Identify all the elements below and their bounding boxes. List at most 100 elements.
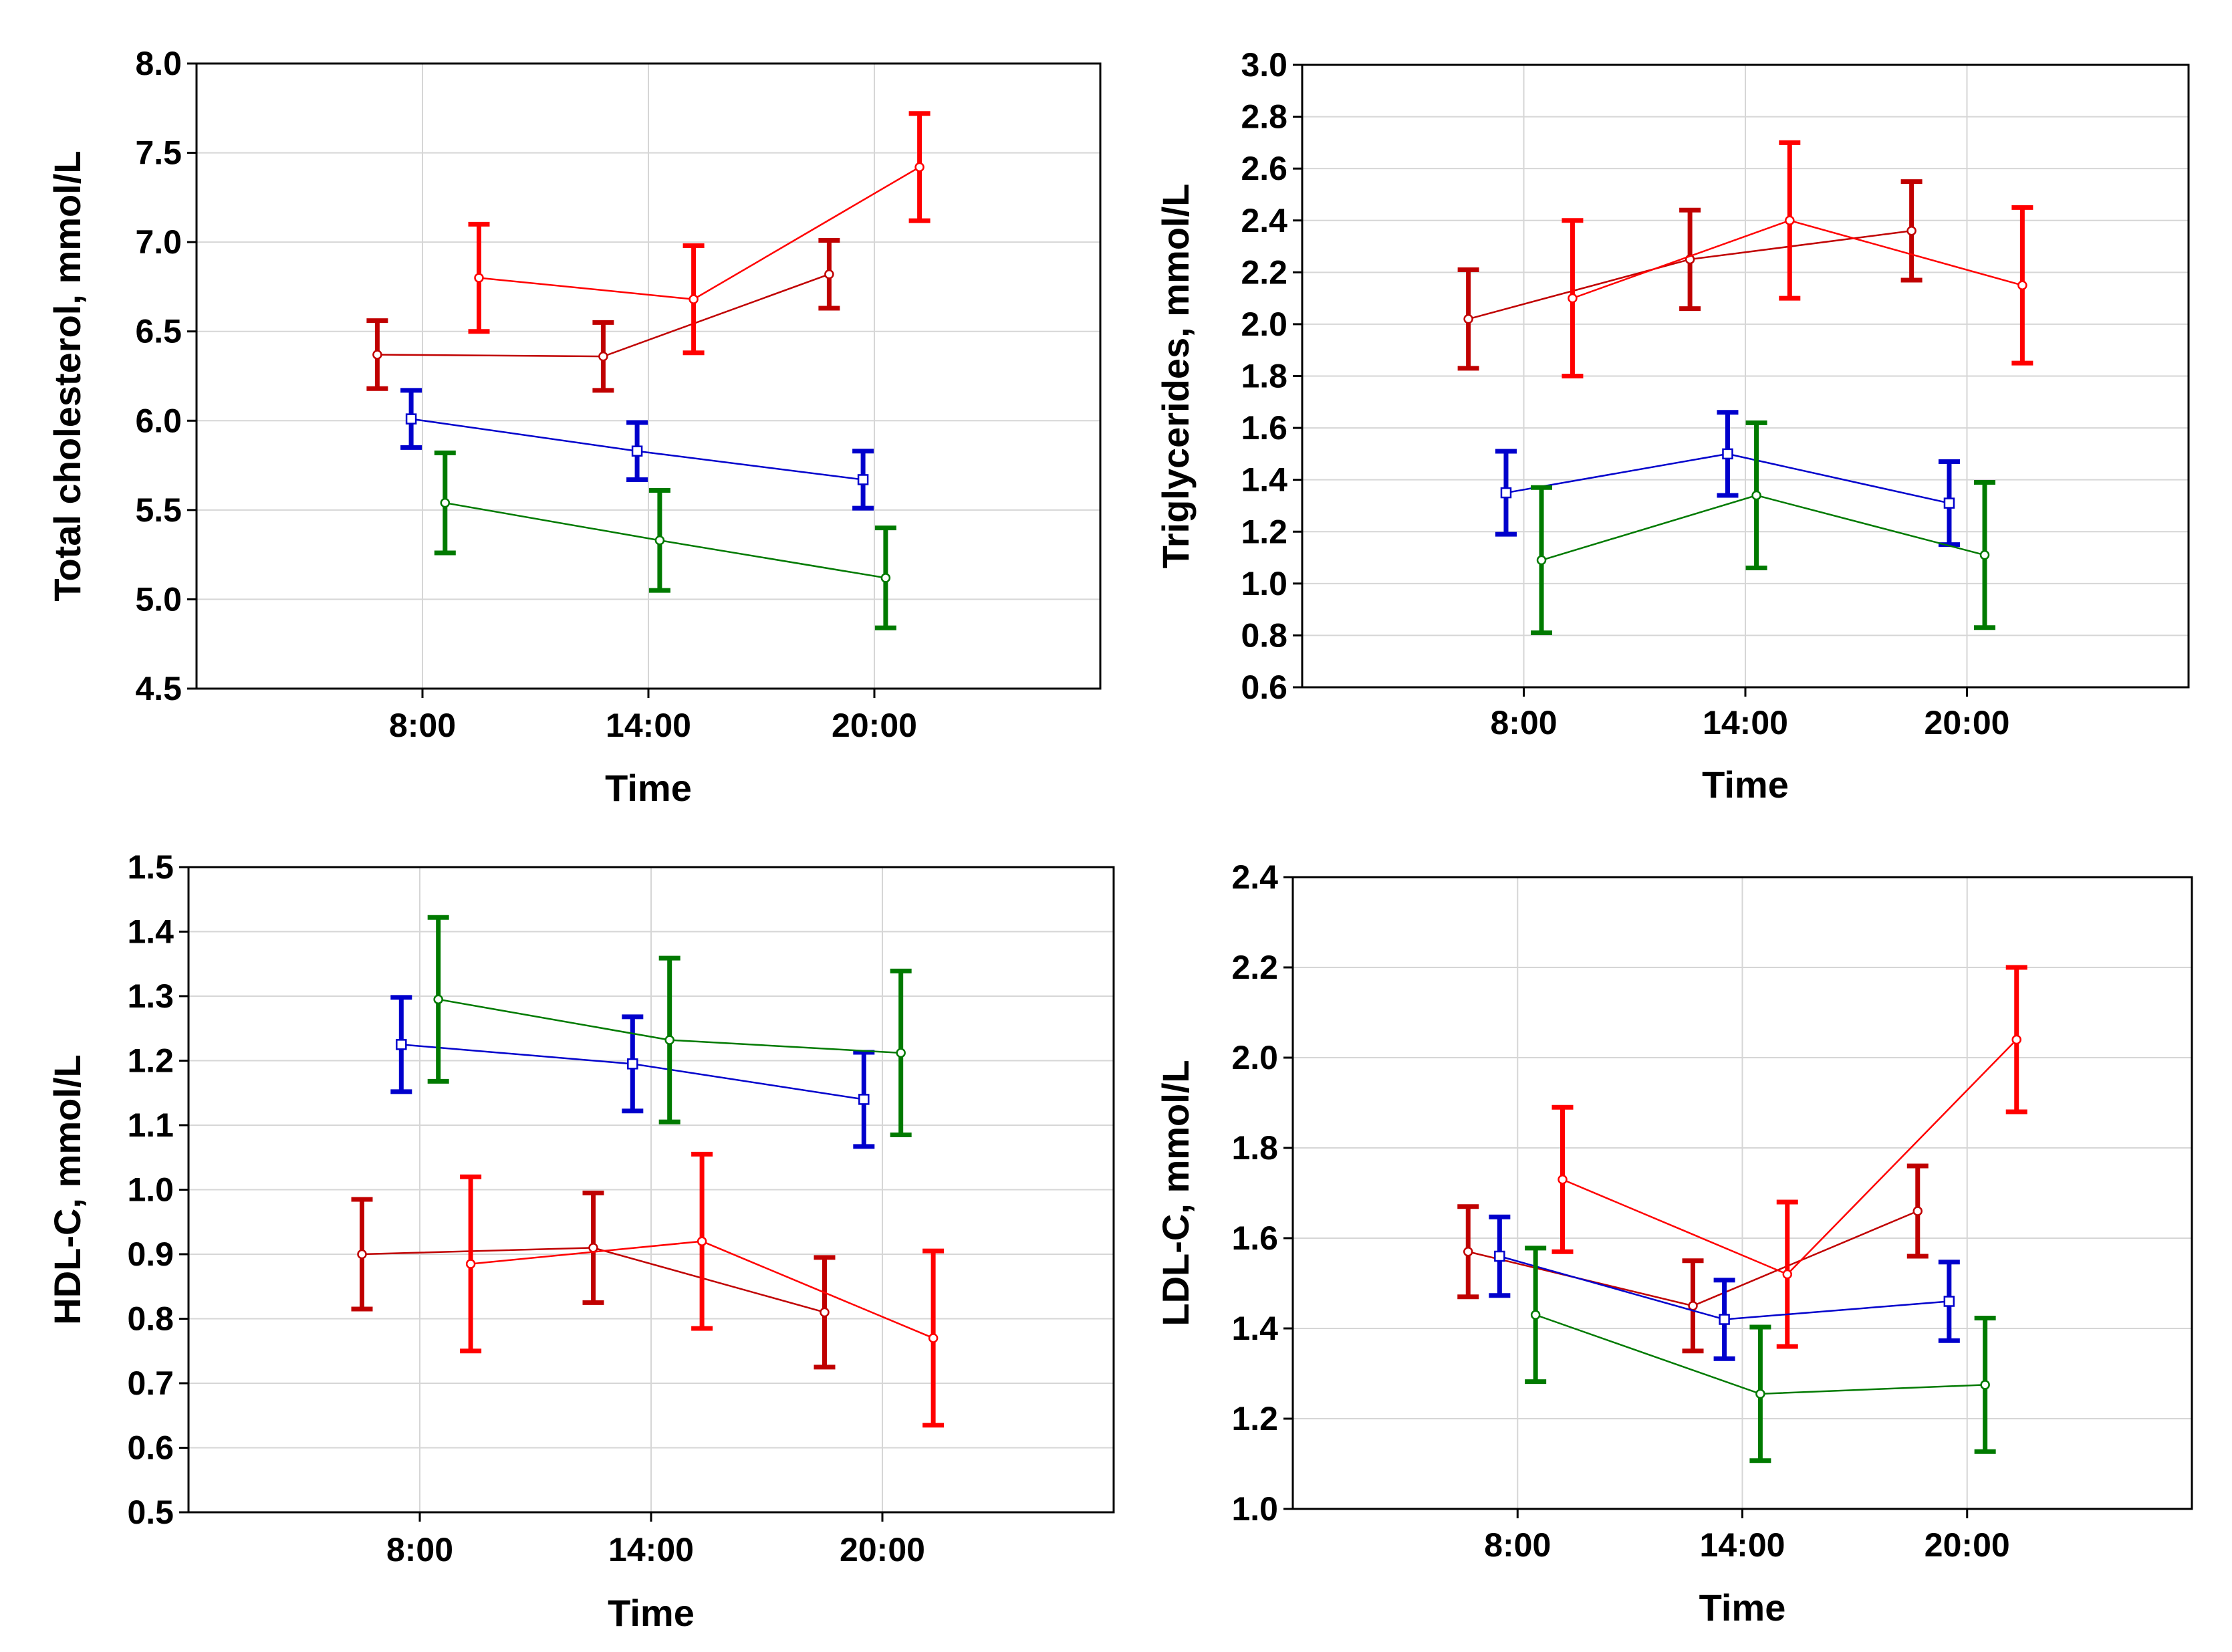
data-point: [1530, 1310, 1541, 1320]
y-tick-label: 1.2: [1241, 513, 1287, 550]
y-tick-label: 4.5: [135, 670, 182, 707]
x-tick-label: 14:00: [608, 1531, 694, 1568]
x-tick-label: 8:00: [1490, 704, 1557, 741]
panel-ldl-c: 1.0 1.2 1.4 1.6 1.8 2.0 2.2 2.4 8:00 14:00 20:00 Ti…: [1154, 858, 2193, 1629]
y-axis-title: Total cholesterol, mmol/L: [46, 150, 88, 601]
y-tick-label: 2.2: [1231, 949, 1278, 986]
data-point: [465, 1259, 476, 1269]
data-point: [598, 351, 608, 362]
series-green-line: [445, 501, 886, 579]
y-tick-label: 1.4: [1231, 1310, 1278, 1347]
series-darkred: [366, 237, 840, 393]
data-point: [820, 1307, 830, 1318]
y-tick-label: 1.6: [1241, 409, 1287, 447]
series-red: [460, 1151, 945, 1428]
x-tick-label: 14:00: [1703, 704, 1788, 741]
y-tick-label: 1.0: [127, 1171, 174, 1209]
series-red-line: [1572, 219, 2023, 300]
data-point: [1463, 314, 1473, 324]
x-tick-label: 8:00: [1484, 1526, 1551, 1564]
y-tick-label: 1.6: [1231, 1219, 1278, 1257]
series-red: [1552, 965, 2027, 1349]
y-tick-label: 7.0: [135, 223, 182, 261]
x-axis-title: Time: [608, 1592, 695, 1634]
plot-frame: [1301, 64, 2190, 689]
y-tick-label: 0.7: [127, 1365, 174, 1402]
x-tick-label: 20:00: [1925, 1526, 2010, 1564]
y-tick-label: 2.2: [1241, 253, 1287, 291]
y-tick-label: 1.8: [1241, 358, 1287, 395]
y-tick-label: 0.8: [1241, 616, 1287, 654]
plot-frame: [187, 866, 1115, 1514]
plot-frame: [1291, 876, 2193, 1510]
x-tick-label: 14:00: [1700, 1526, 1785, 1564]
data-point: [1943, 497, 1955, 509]
series-blue: [1495, 410, 1960, 548]
series-green: [427, 915, 912, 1137]
series-red: [468, 111, 931, 356]
x-tick-label: 20:00: [1925, 704, 2010, 741]
series-blue: [1489, 1214, 1960, 1361]
y-tick-label: 3.0: [1241, 46, 1287, 84]
y-axis-title: Triglycerides, mmol/L: [1154, 184, 1197, 569]
y-tick-label: 7.5: [135, 134, 182, 172]
panel-triglycerides: 0.6 0.8 1.0 1.2 1.4 1.6 1.8 2.0 2.2 2.4 2.6 2.8 3.0 8…: [1154, 46, 2190, 806]
data-point: [588, 1243, 598, 1253]
data-point: [896, 1048, 906, 1058]
data-point: [654, 536, 665, 546]
data-point: [1943, 1296, 1955, 1307]
data-point: [396, 1039, 407, 1050]
y-tick-label: 0.5: [127, 1494, 174, 1531]
plot-frame: [195, 62, 1102, 690]
y-tick-label: 2.4: [1231, 858, 1278, 896]
data-point: [1906, 226, 1916, 236]
x-axis-title: Time: [605, 767, 692, 809]
y-tick-label: 1.1: [127, 1106, 174, 1144]
y-tick-label: 1.5: [127, 848, 174, 886]
x-tick-label: 20:00: [840, 1531, 925, 1568]
x-axis-title: Time: [1699, 1586, 1786, 1629]
y-tick-label: 1.2: [1231, 1400, 1278, 1437]
y-tick-label: 0.8: [127, 1300, 174, 1338]
data-point: [689, 294, 699, 304]
data-point: [2011, 1034, 2021, 1045]
data-point: [1980, 1380, 1990, 1390]
data-point: [664, 1035, 674, 1045]
y-tick-label: 1.0: [1241, 565, 1287, 602]
data-point: [1755, 1389, 1765, 1399]
y-tick-label: 6.5: [135, 313, 182, 350]
y-tick-label: 1.0: [1231, 1490, 1278, 1528]
panel-hdl-c: 0.5 0.6 0.7 0.8 0.9 1.0 1.1 1.2 1.3 1.4 1.5 8:00 14:…: [46, 848, 1115, 1634]
data-point: [1500, 487, 1512, 499]
y-tick-label: 5.0: [135, 580, 182, 618]
data-point: [1463, 1247, 1473, 1257]
data-point: [627, 1058, 638, 1070]
data-point: [631, 445, 643, 457]
data-point: [474, 273, 484, 283]
series-darkred: [351, 1190, 836, 1370]
series-darkred: [1457, 179, 1923, 371]
y-tick-label: 2.0: [1231, 1039, 1278, 1076]
y-tick-label: 0.6: [127, 1429, 174, 1467]
x-tick-label: 14:00: [606, 707, 691, 744]
data-point: [1912, 1206, 1923, 1216]
data-point: [1536, 555, 1547, 566]
data-point: [372, 350, 382, 360]
y-tick-label: 5.5: [135, 491, 182, 529]
series-blue: [390, 995, 875, 1149]
data-point: [858, 1094, 870, 1105]
data-point: [1722, 448, 1733, 460]
data-point: [928, 1333, 939, 1343]
data-point: [440, 497, 451, 508]
data-point: [2017, 280, 2027, 290]
data-point: [1494, 1250, 1505, 1262]
y-tick-label: 2.6: [1241, 150, 1287, 187]
y-tick-label: 0.9: [127, 1235, 174, 1273]
x-tick-label: 8:00: [389, 707, 456, 744]
data-point: [1782, 1269, 1792, 1280]
y-tick-label: 1.8: [1231, 1129, 1278, 1167]
series-green: [1531, 420, 1996, 636]
y-tick-label: 0.6: [1241, 669, 1287, 706]
y-tick-label: 1.3: [127, 977, 174, 1015]
